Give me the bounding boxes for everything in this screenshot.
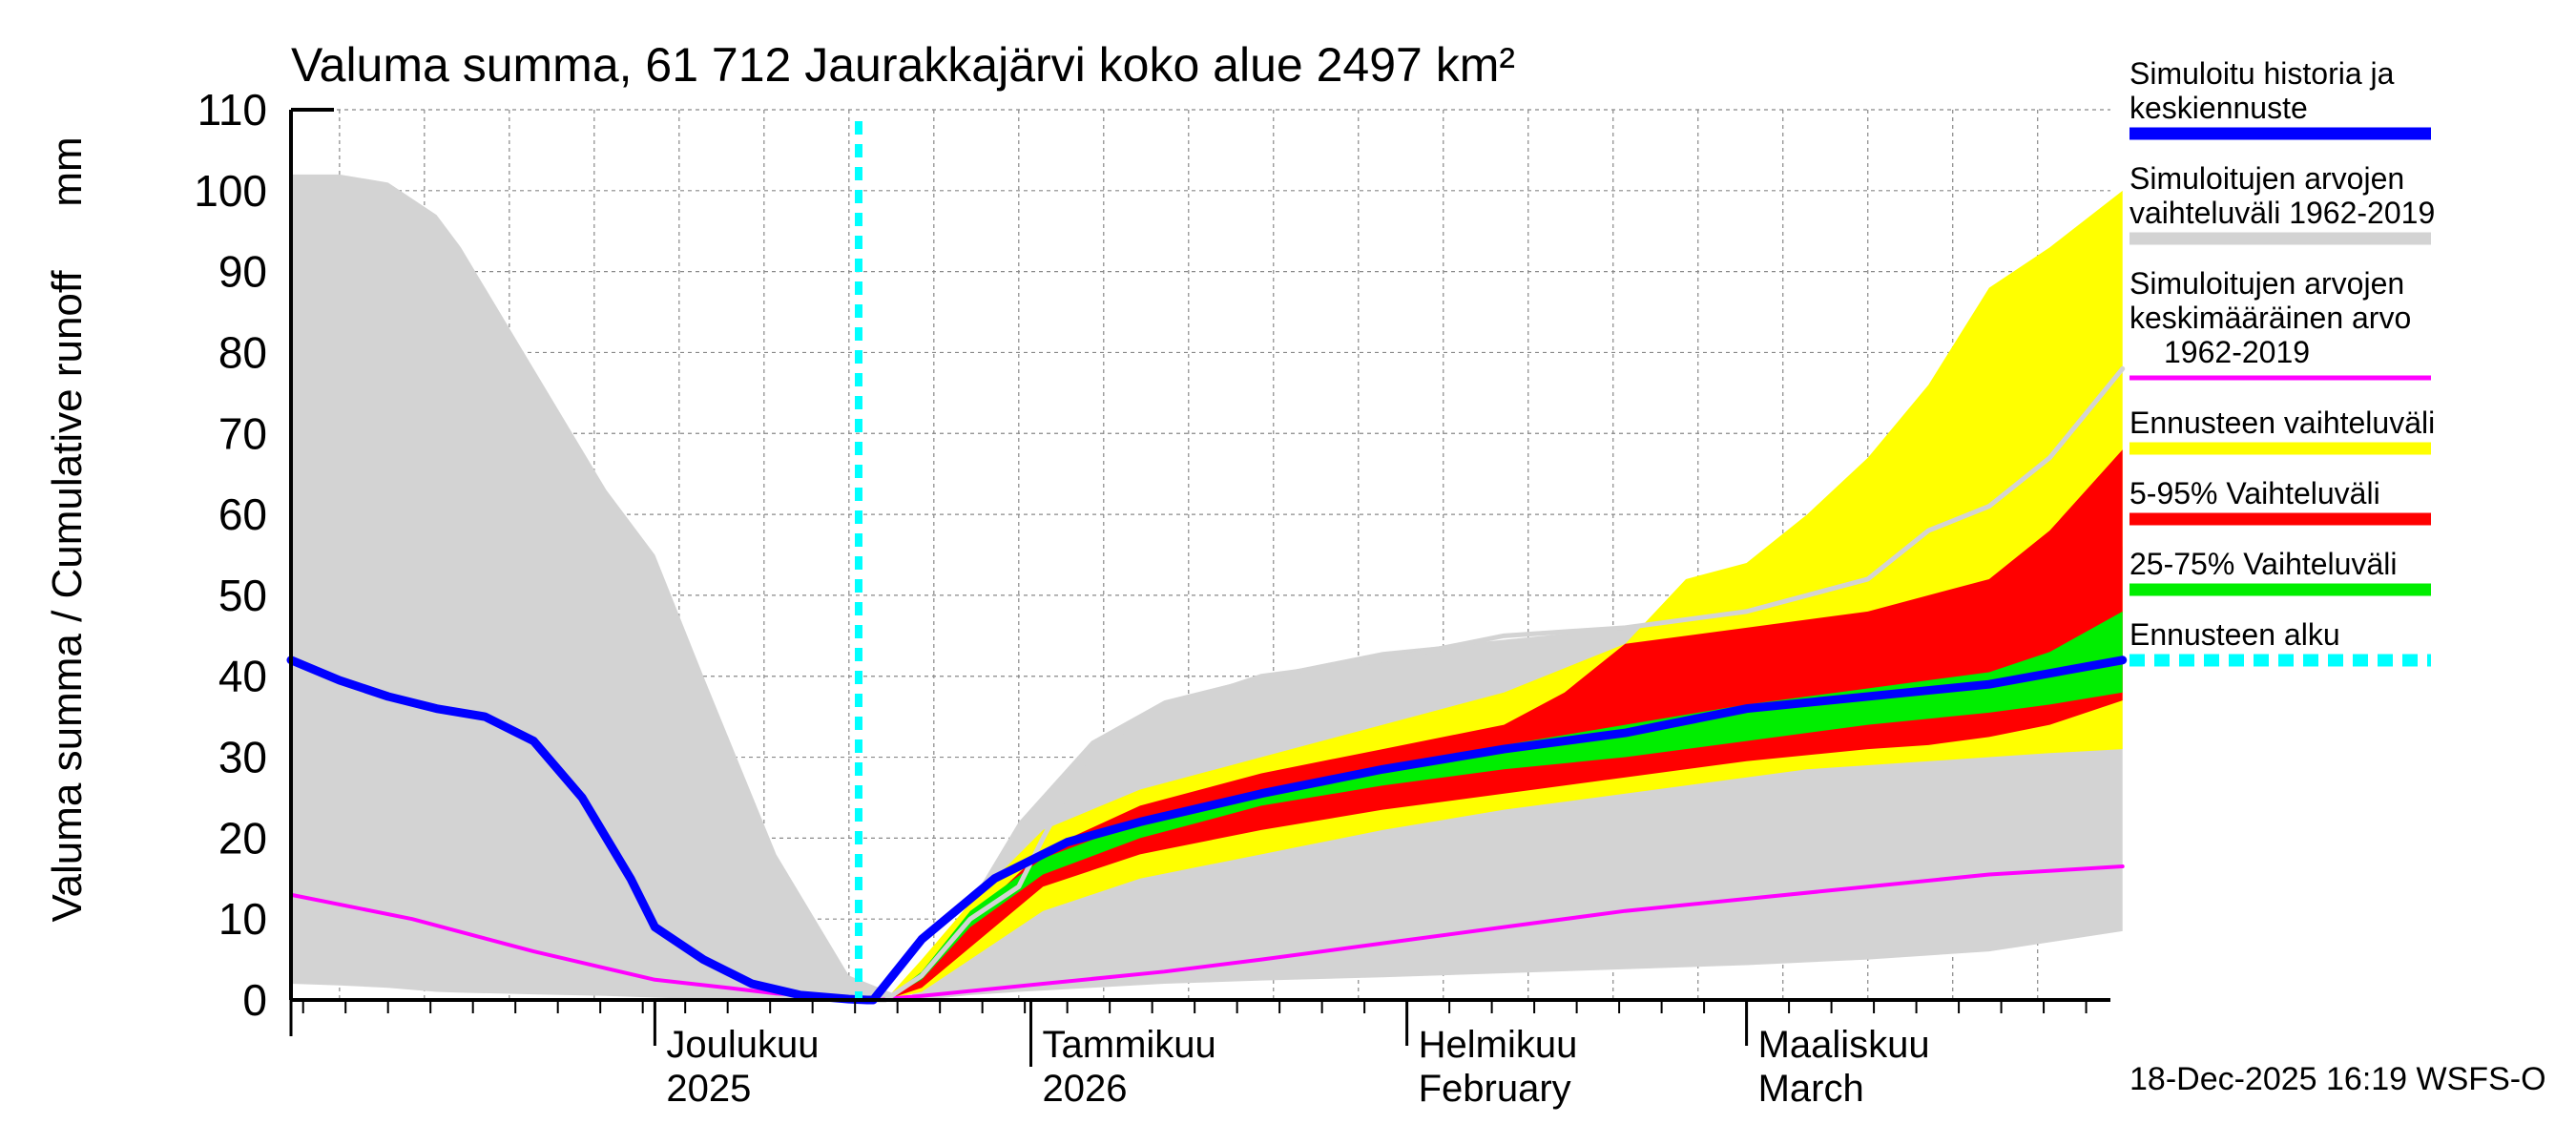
x-month-sublabel: 2025 [666, 1068, 751, 1110]
y-tick-label: 90 [218, 247, 267, 297]
legend-label: keskimääräinen arvo [2129, 301, 2411, 335]
x-month-sublabel: March [1758, 1068, 1864, 1110]
band-simuloitujen-arvojen-vaihteluv-li-1962-2019 [291, 174, 2123, 1000]
legend-label: Simuloitujen arvojen [2129, 266, 2404, 301]
timestamp-label: 18-Dec-2025 16:19 WSFS-O [2129, 1061, 2546, 1097]
legend-label: Simuloitu historia ja [2129, 56, 2395, 91]
band-5-95-vaihteluv-li [861, 449, 2123, 1001]
y-tick-label: 10 [218, 894, 267, 944]
y-tick-label: 100 [194, 166, 267, 216]
x-month-sublabel: 2026 [1043, 1068, 1128, 1110]
legend-label: 1962-2019 [2164, 335, 2310, 369]
y-tick-label: 0 [242, 975, 267, 1025]
legend-label: Ennusteen alku [2129, 617, 2340, 652]
x-month-label: Tammikuu [1043, 1024, 1216, 1066]
legend-label: 5-95% Vaihteluväli [2129, 476, 2380, 510]
y-tick-label: 50 [218, 571, 267, 620]
y-tick-label: 20 [218, 813, 267, 863]
legend-label: keskiennuste [2129, 91, 2308, 125]
chart-title: Valuma summa, 61 712 Jaurakkajärvi koko … [291, 38, 1515, 92]
y-tick-label: 40 [218, 652, 267, 701]
x-month-label: Maaliskuu [1758, 1024, 1930, 1066]
legend-label: 25-75% Vaihteluväli [2129, 547, 2397, 581]
y-tick-label: 110 [197, 85, 267, 135]
x-month-label: Joulukuu [666, 1024, 819, 1066]
y-axis-label: Valuma summa / Cumulative runoff [44, 270, 91, 923]
y-tick-label: 60 [218, 489, 267, 539]
y-unit-label: mm [44, 136, 91, 206]
x-month-label: Helmikuu [1419, 1024, 1578, 1066]
band-25-75-vaihteluv-li [861, 611, 2123, 1000]
series-area [286, 121, 2128, 1005]
legend-label: Ennusteen vaihteluväli [2129, 406, 2435, 440]
x-month-sublabel: February [1419, 1068, 1571, 1110]
line-simuloitujen-arvojen-keskim-r-inen-arvo-1962-2019 [289, 864, 2125, 1002]
legend-label: vaihteluväli 1962-2019 [2129, 196, 2435, 230]
legend-label: Simuloitujen arvojen [2129, 161, 2404, 196]
y-tick-label: 80 [218, 327, 267, 377]
y-tick-label: 70 [218, 408, 267, 458]
line-mean-of-simulated-values-grey [859, 365, 2126, 1003]
y-tick-label: 30 [218, 733, 267, 782]
